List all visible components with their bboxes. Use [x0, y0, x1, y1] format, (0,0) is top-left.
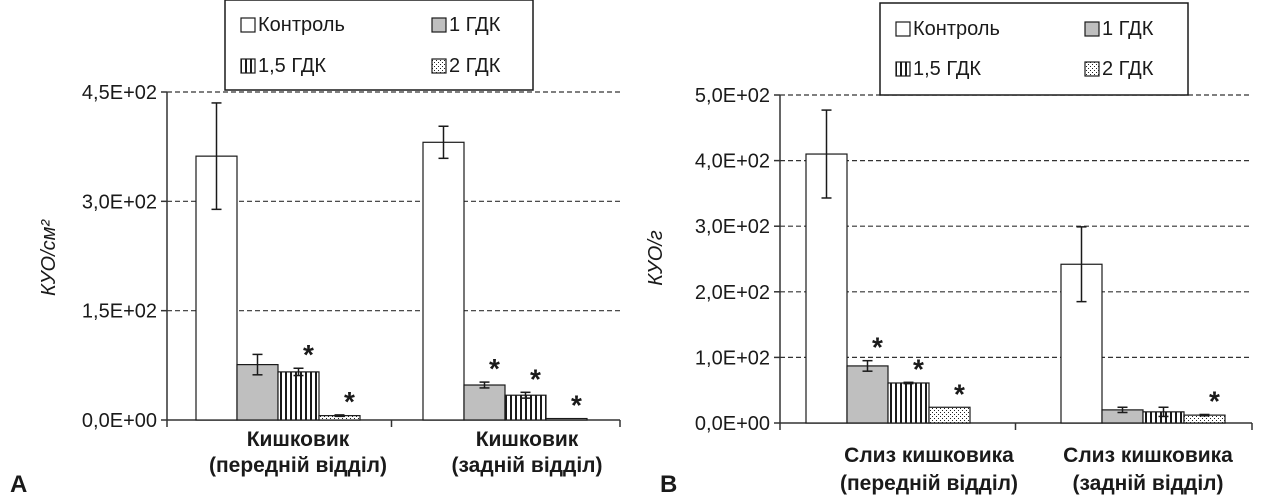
- legend: Контроль 1 ГДК 1,5 ГДК 2 ГДК: [879, 2, 1189, 96]
- significance-marker: *: [344, 386, 355, 417]
- y-tick-label: 1,5E+02: [82, 301, 157, 323]
- y-tick-label: 4,5E+02: [82, 82, 157, 104]
- chart-panel-b: 0,0E+00 1,0E+02 2,0E+02 3,0E+02 4,0E+02 5,0E+…: [645, 2, 1253, 498]
- bar: [928, 406, 971, 424]
- panel-letter: A: [10, 471, 27, 498]
- bar: [805, 153, 848, 424]
- y-axis-label: КУО/г: [645, 230, 667, 286]
- significance-marker: *: [571, 390, 582, 421]
- legend-label: 1 ГДК: [1102, 18, 1154, 40]
- category-label: Кишковик: [476, 428, 579, 451]
- significance-marker: *: [872, 332, 883, 363]
- legend: Контроль 1 ГДК 1,5 ГДК 2 ГДК: [224, 0, 534, 91]
- bar: [422, 141, 465, 421]
- legend-label: 2 ГДК: [449, 55, 501, 77]
- bar: [887, 382, 930, 424]
- legend-label: 1 ГДК: [449, 14, 501, 36]
- legend-swatch: [895, 21, 911, 37]
- legend-label: 2 ГДК: [1102, 58, 1154, 80]
- panel-letter: B: [660, 471, 677, 498]
- significance-marker: *: [1209, 385, 1220, 416]
- legend-label: Контроль: [913, 18, 1000, 40]
- category-label: (передній відділ): [840, 472, 1018, 495]
- category-label: Кишковик: [247, 428, 350, 451]
- bar: [463, 384, 506, 421]
- bar: [504, 394, 547, 421]
- legend-swatch: [240, 17, 256, 33]
- category-label: (задній відділ): [1073, 472, 1224, 495]
- legend-swatch: [240, 58, 256, 74]
- legend-swatch: [1084, 21, 1100, 37]
- significance-marker: *: [303, 339, 314, 370]
- legend-swatch: [431, 58, 447, 74]
- y-tick-label: 4,0E+02: [695, 151, 770, 173]
- legend-label: 1,5 ГДК: [258, 55, 326, 77]
- significance-marker: *: [530, 363, 541, 394]
- category-label: (задній відділ): [452, 454, 603, 477]
- bar: [846, 365, 889, 424]
- legend-swatch: [895, 61, 911, 77]
- significance-marker: *: [954, 378, 965, 409]
- legend-label: 1,5 ГДК: [913, 58, 981, 80]
- significance-marker: *: [913, 353, 924, 384]
- category-label: (передній відділ): [209, 454, 387, 477]
- y-tick-label: 3,0E+02: [695, 216, 770, 238]
- y-tick-label: 3,0E+02: [82, 191, 157, 213]
- y-tick-label: 1,0E+02: [695, 347, 770, 369]
- legend-box: [879, 2, 1189, 96]
- y-tick-label: 5,0E+02: [695, 85, 770, 107]
- y-axis-label: КУО/см²: [38, 219, 60, 296]
- y-tick-label: 0,0E+00: [695, 413, 770, 435]
- legend-swatch: [431, 17, 447, 33]
- legend-box: [224, 0, 534, 91]
- legend-swatch: [1084, 61, 1100, 77]
- legend-label: Контроль: [258, 14, 345, 36]
- category-label: Слиз кишковика: [844, 444, 1014, 467]
- significance-marker: *: [489, 353, 500, 384]
- bar: [545, 417, 588, 421]
- category-label: Слиз кишковика: [1063, 444, 1233, 467]
- y-tick-label: 0,0E+00: [82, 410, 157, 432]
- bar: [277, 371, 320, 421]
- chart-panel-a: 0,0E+00 1,5E+02 3,0E+02 4,5E+02 * * * * * Кишкови…: [10, 0, 621, 498]
- y-tick-label: 2,0E+02: [695, 282, 770, 304]
